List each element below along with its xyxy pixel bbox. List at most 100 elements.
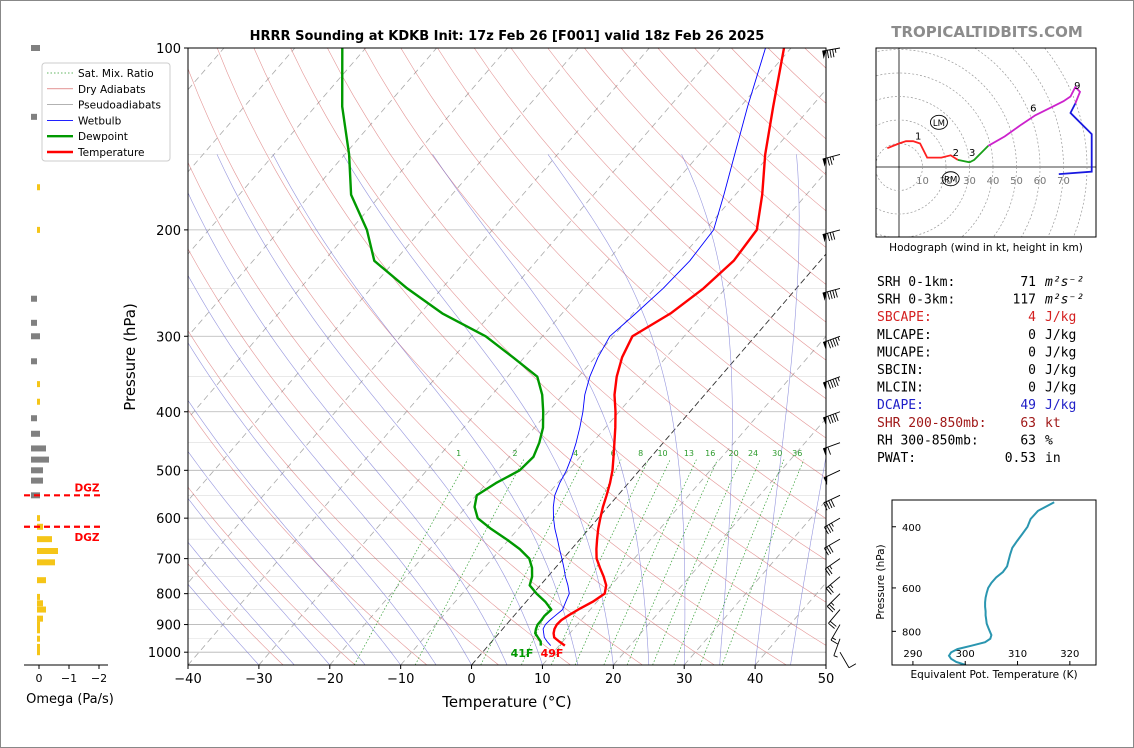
hodo-ring-label: 70 [1057,176,1070,187]
dry-adiabat [327,48,826,561]
dgz-label: DGZ [75,482,100,494]
hodo-ring [876,49,1017,237]
ytick-label: 300 [156,330,181,345]
omega-xtick-label: −2 [91,672,107,685]
stat-unit: J/kg [1045,328,1076,343]
wind-barb [826,593,841,613]
xtick-label: 40 [747,672,764,687]
dry-adiabat [188,330,499,665]
omega-bar [31,319,37,326]
omega-bar [37,615,43,622]
hodo-ring-label: 20 [940,176,953,187]
dry-adiabat [188,409,428,665]
mixing-ratio-label: 10 [657,449,667,458]
hodograph-title: Hodograph (wind in kt, height in km) [889,242,1083,254]
omega-bar [37,515,40,522]
hodo-height-label: 6 [1030,103,1036,114]
mixing-ratio-label: 2 [513,449,518,458]
wind-barb [823,469,841,486]
stat-label: SBCAPE: [877,310,932,325]
sounding-stats: SRH 0-1km: 71 m²s⁻² SRH 0-3km: 117 m²s⁻² SBCAP… [877,275,1084,466]
thetae-line [947,501,1055,665]
isotherm--30 [258,48,792,665]
wind-barb [824,538,841,556]
omega-bar [31,45,40,51]
isotherm--50 [188,48,650,584]
wind-barb [823,494,841,511]
wind-barb [824,558,841,576]
omega-bar [37,226,40,233]
xtick-label: 10 [534,672,551,687]
legend-label: Sat. Mix. Ratio [78,68,154,80]
omega-xlabel: Omega (Pa/s) [26,692,114,707]
xtick-label: 50 [818,672,835,687]
stat-value: 0 [1028,345,1036,360]
dry-adiabat [290,48,826,603]
stat-value: 63 [1020,416,1036,431]
hodo-ring-label: 40 [987,176,1000,187]
profile-dewpoint [341,48,553,646]
thetae-ytick-label: 800 [902,627,921,638]
xtick-label: 20 [605,672,622,687]
mixing-ratio-line [626,459,718,665]
stat-label: MLCAPE: [877,328,932,343]
thetae-plot [947,501,1055,665]
omega-bar [31,113,37,120]
hodo-marker-label: RM [944,175,957,185]
wind-barb [822,287,841,301]
hodo-trace [987,85,1082,147]
ytick-label: 400 [156,406,181,421]
dry-adiabat [437,48,826,439]
omega-bar [37,536,52,543]
profile-temperature [552,48,786,647]
dry-adiabat [253,48,826,646]
omega-bar [31,415,37,422]
isotherm--40 [188,48,721,665]
thetae-ytick-label: 400 [902,523,921,534]
omega-bar [37,547,58,554]
mixing-ratio-line [550,459,649,665]
wind-barb [828,609,841,629]
omega-bar [31,430,40,437]
moist-adiabat [188,497,331,665]
mixing-ratio-label: 4 [573,449,578,458]
stat-label: DCAPE: [877,398,924,413]
thetae-xlabel: Equivalent Pot. Temperature (K) [910,669,1077,681]
stat-unit: J/kg [1045,345,1076,360]
stat-value: 0 [1028,363,1036,378]
wind-barb [825,576,841,595]
xtick-label: −10 [387,672,414,687]
hodo-ring [876,119,947,215]
stat-unit: kt [1045,416,1061,431]
omega-bar [37,621,40,628]
wind-barb [824,517,841,535]
mixing-ratio-line [521,459,622,665]
wind-barb [833,638,841,658]
stat-label: PWAT: [877,451,916,466]
ytick-label: 900 [156,619,181,634]
ytick-label: 1000 [148,646,181,661]
stat-unit: m²s⁻² [1044,275,1084,290]
skewt-ylabel: Pressure (hPa) [121,303,139,411]
skewt-axes: −40 −30 −20 −10 0 10 20 30 40 50 100 200 300 400 500 60… [148,42,834,687]
mixing-ratio-line [353,459,468,665]
stat-value: 71 [1020,275,1036,290]
mixing-ratio-label: 20 [729,449,739,458]
xtick-label: 30 [676,672,693,687]
wind-barb [822,47,841,60]
mixing-ratio-line [574,459,671,665]
omega-panel: DGZ DGZ 0 −1 −2 Omega (Pa/s) [24,45,114,707]
omega-bar [37,593,40,600]
stat-unit: m²s⁻² [1044,293,1084,308]
hodo-ring [876,72,994,237]
moist-adiabat [188,192,508,665]
xtick-label: −40 [174,672,201,687]
stat-unit: J/kg [1045,363,1076,378]
ytick-label: 700 [156,553,181,568]
hodo-trace [1058,103,1093,175]
moist-adiabat [188,399,401,665]
stat-unit: % [1045,433,1053,448]
profile-wetbulb [542,48,766,646]
legend-label: Temperature [77,147,145,159]
thetae-axes: 290 300 310 320 400 600 800 [892,523,1079,665]
